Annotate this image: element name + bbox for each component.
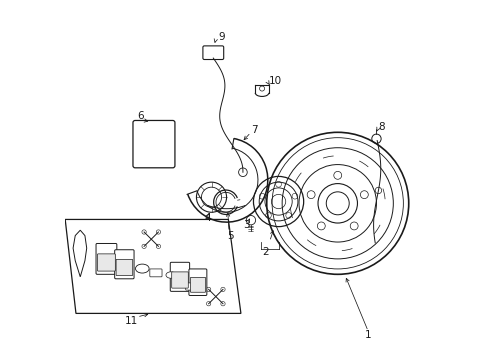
Ellipse shape <box>165 272 176 278</box>
FancyBboxPatch shape <box>190 278 205 292</box>
FancyBboxPatch shape <box>115 250 134 279</box>
FancyBboxPatch shape <box>149 269 162 277</box>
Text: 7: 7 <box>251 125 257 135</box>
FancyBboxPatch shape <box>203 46 223 59</box>
FancyBboxPatch shape <box>170 262 189 291</box>
Text: 3: 3 <box>243 220 249 230</box>
Text: 4: 4 <box>204 213 210 223</box>
Polygon shape <box>73 230 86 277</box>
FancyBboxPatch shape <box>188 269 206 296</box>
Text: 2: 2 <box>262 247 269 257</box>
FancyBboxPatch shape <box>185 283 195 290</box>
FancyBboxPatch shape <box>133 121 175 168</box>
Polygon shape <box>65 220 241 314</box>
Text: 10: 10 <box>268 76 281 86</box>
Text: 5: 5 <box>227 231 234 240</box>
Text: 6: 6 <box>137 111 143 121</box>
FancyBboxPatch shape <box>97 254 115 271</box>
Text: 1: 1 <box>364 330 371 340</box>
FancyBboxPatch shape <box>171 272 188 288</box>
FancyBboxPatch shape <box>96 243 117 274</box>
Text: 8: 8 <box>377 122 384 132</box>
Text: 9: 9 <box>218 32 224 41</box>
Text: 11: 11 <box>124 316 138 325</box>
Ellipse shape <box>135 264 149 273</box>
FancyBboxPatch shape <box>116 259 132 275</box>
